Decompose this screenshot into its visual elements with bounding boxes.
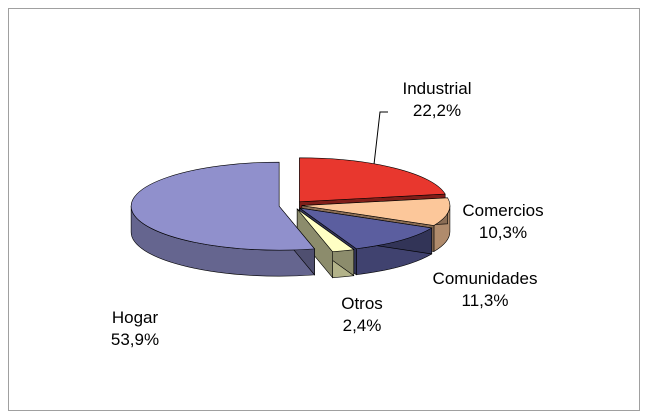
slice-value-label: 11,3%: [462, 291, 509, 310]
slice-label: Comunidades: [433, 269, 538, 288]
slice-label: Industrial: [403, 79, 472, 98]
slice: [301, 197, 451, 226]
slice-value-label: 10,3%: [479, 223, 527, 242]
slice-value-label: 53,9%: [111, 330, 159, 349]
slice-label: Comercios: [462, 201, 543, 220]
leader-line: [371, 111, 388, 183]
slice: [296, 208, 355, 253]
slice: [130, 161, 316, 251]
slice-value-label: 22,2%: [413, 101, 461, 120]
slice-label: Hogar: [112, 308, 159, 327]
slice: [299, 207, 433, 250]
slice: [299, 157, 446, 203]
slice-value-label: 2,4%: [343, 316, 382, 335]
slice-label: Otros: [341, 294, 383, 313]
